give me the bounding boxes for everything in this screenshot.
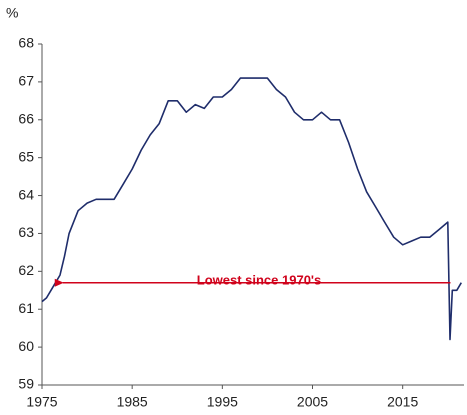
x-tick-label: 1985 bbox=[117, 394, 148, 410]
x-tick-label: 2005 bbox=[297, 394, 328, 410]
y-tick-label: 65 bbox=[18, 148, 34, 164]
y-tick-label: 60 bbox=[18, 338, 34, 354]
y-tick-label: 61 bbox=[18, 300, 34, 316]
y-tick-label: 59 bbox=[18, 376, 34, 392]
y-tick-label: 62 bbox=[18, 262, 34, 278]
x-tick-label: 1995 bbox=[207, 394, 238, 410]
y-tick-label: 63 bbox=[18, 224, 34, 240]
annotation: Lowest since 1970's bbox=[197, 272, 322, 287]
y-unit-label: % bbox=[6, 5, 18, 21]
line bbox=[41, 77, 462, 341]
y-tick-label: 68 bbox=[18, 35, 34, 51]
x-tick-label: 2015 bbox=[387, 394, 418, 410]
y-tick-label: 66 bbox=[18, 110, 34, 126]
x-tick-label: 1975 bbox=[26, 394, 57, 410]
y-tick-label: 64 bbox=[18, 186, 34, 202]
y-tick-label: 67 bbox=[18, 73, 34, 89]
